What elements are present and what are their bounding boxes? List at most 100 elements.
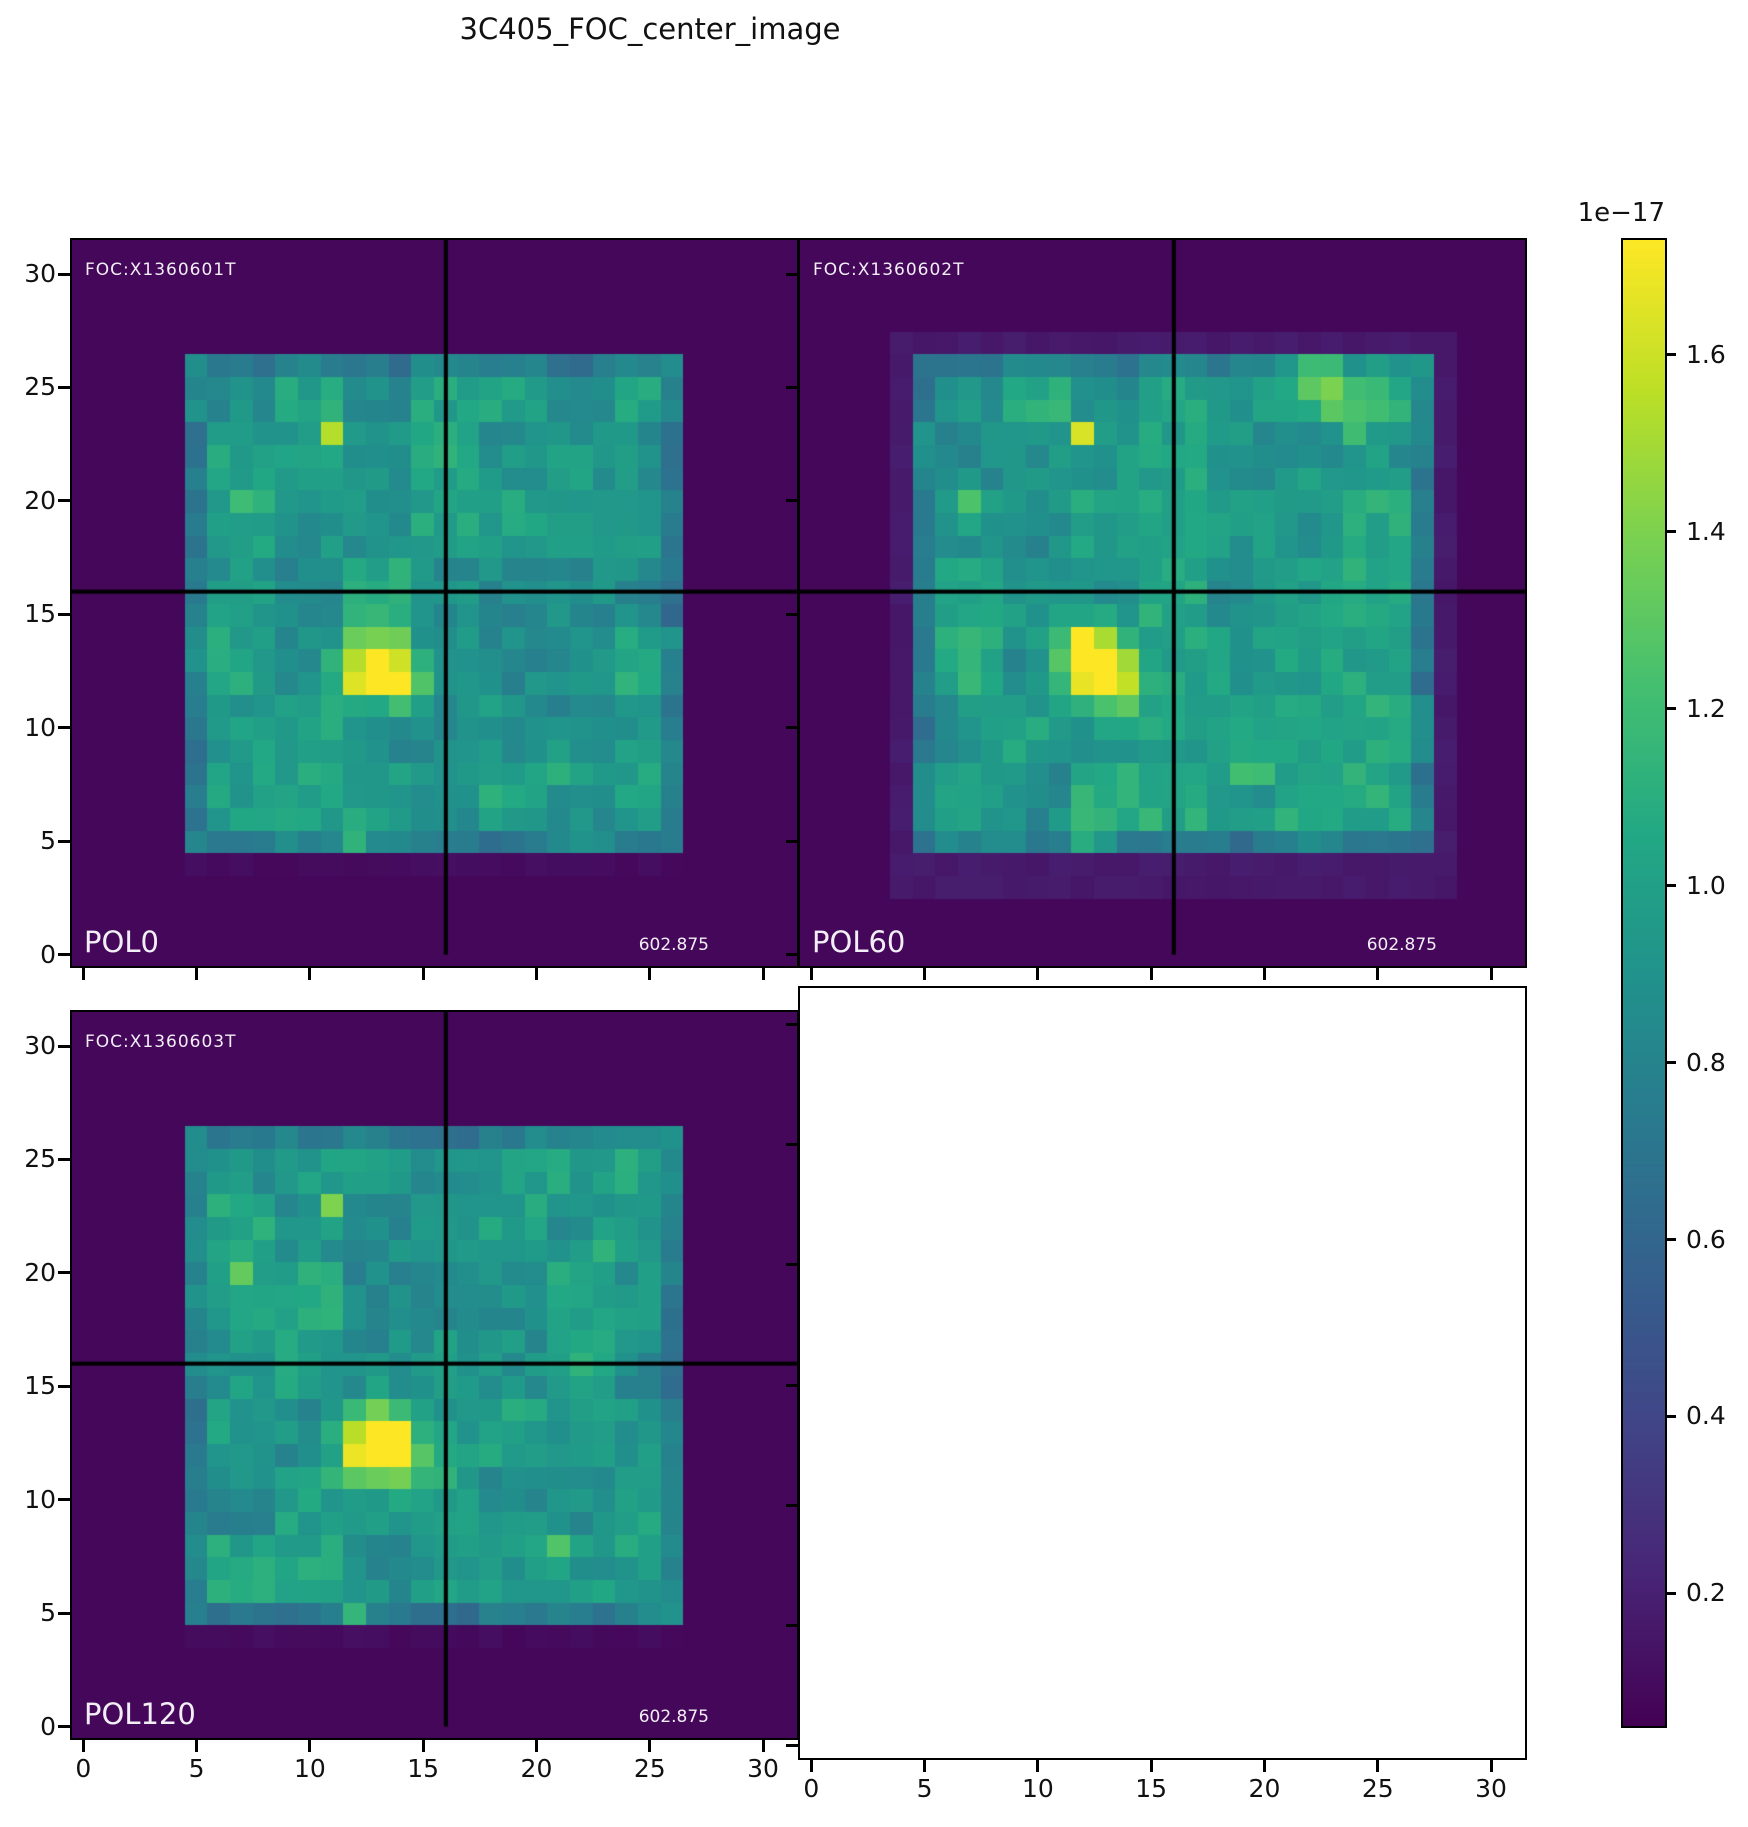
x-tick	[1262, 1760, 1266, 1772]
foc-id-label: FOC:X1360602T	[813, 260, 965, 280]
y-tick-label: 25	[24, 1144, 56, 1174]
x-tick	[1149, 968, 1153, 980]
x-tick	[809, 968, 813, 980]
y-tick	[786, 726, 798, 730]
y-tick	[786, 1624, 798, 1628]
x-tick-label: 15	[1135, 1774, 1168, 1803]
y-tick	[786, 1263, 798, 1267]
x-tick	[1489, 968, 1493, 980]
x-tick	[648, 968, 652, 980]
x-tick	[809, 1760, 813, 1772]
x-tick-label: 0	[803, 1774, 820, 1803]
heatmap-canvas-pol120	[72, 1012, 797, 1738]
heatmap-panel-pol120: FOC:X1360603T POL120 602.875	[70, 1010, 799, 1740]
y-tick	[786, 1142, 798, 1146]
exposure-label: 602.875	[1366, 935, 1437, 955]
y-tick-label: 10	[24, 1484, 56, 1514]
x-tick-label: 30	[1475, 1774, 1507, 1803]
colorbar-tick-label: 0.8	[1686, 1047, 1726, 1077]
y-tick	[58, 1271, 70, 1275]
x-tick	[1376, 968, 1380, 980]
y-tick	[786, 1744, 798, 1748]
y-tick	[58, 1611, 70, 1615]
colorbar-tick-label: 1.0	[1686, 870, 1726, 900]
foc-id-label: FOC:X1360603T	[85, 1032, 237, 1052]
x-tick-label: 10	[1021, 1774, 1054, 1803]
colorbar-tick-label: 0.2	[1686, 1578, 1726, 1608]
y-tick-label: 20	[24, 485, 56, 515]
colorbar-tick	[1667, 530, 1676, 534]
y-tick	[58, 1498, 70, 1502]
colorbar-tick	[1667, 707, 1676, 711]
y-tick	[786, 1503, 798, 1507]
y-tick	[786, 612, 798, 616]
x-tick	[195, 968, 199, 980]
x-tick	[1489, 1760, 1493, 1772]
x-tick	[421, 1740, 425, 1752]
pol-label: POL120	[84, 1697, 196, 1731]
y-tick-label: 30	[24, 1031, 56, 1061]
x-tick	[1036, 968, 1040, 980]
y-tick	[786, 272, 798, 276]
y-tick	[58, 1044, 70, 1048]
y-tick	[58, 839, 70, 843]
y-tick-label: 5	[40, 1598, 56, 1628]
x-tick-label: 25	[633, 1754, 666, 1783]
x-tick	[1036, 1760, 1040, 1772]
colorbar-tick	[1667, 1238, 1676, 1241]
y-tick	[786, 385, 798, 389]
heatmap-canvas-pol0	[72, 240, 797, 966]
y-tick-label: 10	[24, 712, 56, 742]
x-tick	[308, 1740, 312, 1752]
x-tick	[923, 1760, 927, 1772]
y-tick	[786, 1022, 798, 1026]
x-tick-label: 25	[1361, 1774, 1394, 1803]
colorbar-tick	[1667, 1591, 1676, 1595]
x-tick-label: 5	[916, 1774, 933, 1803]
colorbar-tick-label: 0.6	[1686, 1224, 1726, 1254]
x-tick	[534, 968, 538, 980]
x-tick	[81, 968, 85, 980]
colorbar-tick	[1667, 1061, 1676, 1065]
colorbar-tick	[1667, 353, 1676, 357]
y-tick-label: 30	[24, 259, 56, 289]
y-tick	[58, 1384, 70, 1388]
y-tick	[58, 272, 70, 276]
exposure-label: 602.875	[638, 1707, 709, 1727]
x-tick-label: 10	[293, 1754, 326, 1783]
x-tick-label: 20	[1248, 1774, 1281, 1803]
y-tick	[786, 839, 798, 843]
x-tick	[1149, 1760, 1153, 1772]
x-tick-label: 15	[407, 1754, 440, 1783]
colorbar-tick-label: 0.4	[1686, 1401, 1726, 1431]
y-tick-label: 0	[40, 1711, 56, 1741]
x-tick	[923, 968, 927, 980]
x-tick-label: 0	[75, 1754, 92, 1783]
y-tick	[58, 499, 70, 503]
x-tick	[761, 968, 765, 980]
y-tick	[786, 1383, 798, 1387]
colorbar	[1621, 238, 1667, 1728]
exposure-label: 602.875	[638, 935, 709, 955]
colorbar-scale-label: 1e−17	[1577, 198, 1665, 228]
y-tick	[58, 1157, 70, 1161]
colorbar-tick-label: 1.4	[1686, 516, 1726, 546]
colorbar-tick-label: 1.2	[1686, 693, 1726, 723]
y-tick-label: 20	[24, 1257, 56, 1287]
pol-label: POL0	[84, 925, 159, 959]
y-tick	[786, 953, 798, 957]
x-tick	[1262, 968, 1266, 980]
x-tick	[648, 1740, 652, 1752]
y-tick-label: 25	[24, 372, 56, 402]
x-tick	[761, 1740, 765, 1752]
empty-panel	[798, 986, 1527, 1760]
foc-id-label: FOC:X1360601T	[85, 260, 237, 280]
y-tick	[58, 726, 70, 730]
heatmap-panel-pol0: FOC:X1360601T POL0 602.875	[70, 238, 799, 968]
y-tick	[58, 385, 70, 389]
x-tick-label: 20	[520, 1754, 553, 1783]
y-tick	[58, 612, 70, 616]
y-tick-label: 0	[40, 939, 56, 969]
y-tick	[58, 1725, 70, 1729]
